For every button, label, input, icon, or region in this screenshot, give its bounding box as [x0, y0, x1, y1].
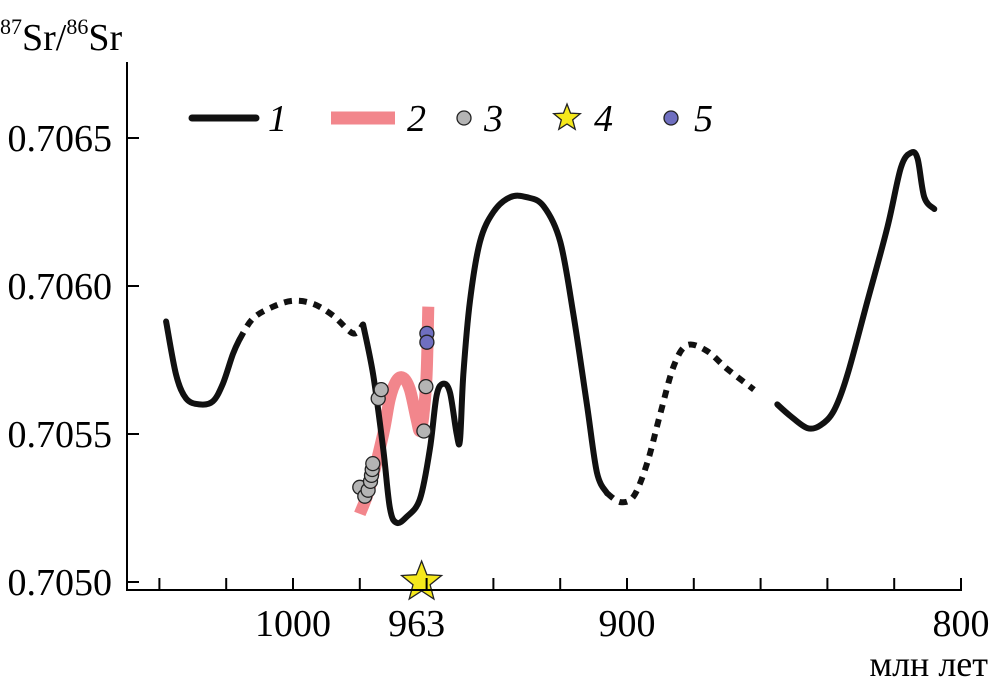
x-axis-title: млн лет [869, 644, 988, 684]
y-axis-title: 87Sr/86Sr [0, 14, 122, 59]
series-1-curve-segment-3 [360, 192, 610, 527]
legend-label-4: 4 [594, 98, 613, 140]
axes: 1000 963 900 800 0.7050 0.7055 0.7060 0.7065 [8, 62, 990, 645]
y-axis-ticks: 0.7050 0.7055 0.7060 0.7065 [8, 118, 139, 604]
y-axis-title-base1: Sr/ [22, 17, 67, 59]
legend-label-3: 3 [483, 98, 503, 140]
y-axis-title-sup2: 86 [66, 14, 88, 39]
x-tick-label-800: 800 [933, 603, 990, 645]
series-3-point-9 [373, 381, 389, 398]
legend-label-5: 5 [694, 98, 713, 140]
legend-label-2: 2 [407, 98, 426, 140]
series-5-point-2 [419, 334, 435, 350]
series-3-point-7 [365, 455, 381, 472]
series-1-curve-segment-2 [237, 297, 366, 341]
y-tick-label-0.7065: 0.7065 [8, 118, 113, 160]
legend-label-1: 1 [268, 98, 287, 140]
series-1-curve-segment-1 [163, 318, 243, 408]
y-tick-label-0.7055: 0.7055 [8, 414, 113, 456]
series-1-curve-segment-4 [605, 341, 756, 506]
legend-swatch-blue-dot [663, 110, 679, 126]
x-tick-label-1000: 1000 [255, 603, 331, 645]
y-axis-title-base2: Sr [88, 17, 122, 59]
legend: 1 2 3 4 5 [188, 98, 713, 140]
series-1-curve-segment-5 [774, 149, 938, 432]
legend-swatch-gray-dot [456, 110, 472, 126]
y-tick-label-0.7060: 0.7060 [8, 266, 113, 308]
legend-swatch-star [552, 102, 582, 131]
plot-area [163, 149, 938, 601]
y-tick-label-0.7050: 0.7050 [8, 562, 113, 604]
series-3-point-10 [416, 423, 432, 439]
y-axis-title-sup1: 87 [0, 14, 22, 39]
series-4-star-1 [399, 559, 444, 601]
x-tick-label-900: 900 [599, 603, 656, 645]
series-3-point-11 [418, 378, 434, 395]
x-axis-ticks: 1000 963 900 800 [158, 578, 990, 645]
x-tick-label-963: 963 [388, 603, 445, 645]
